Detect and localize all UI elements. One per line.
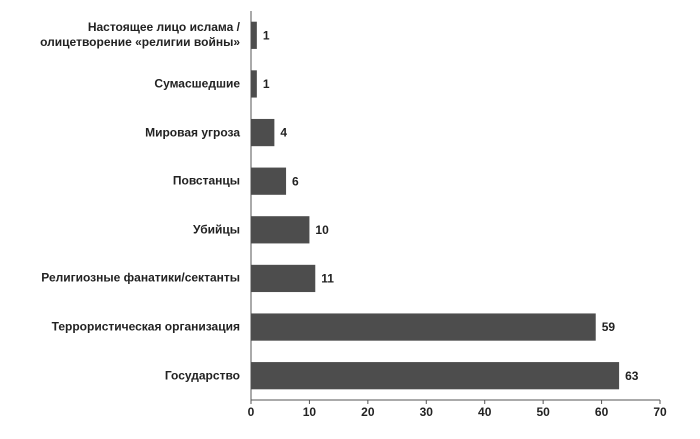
bar [251,264,316,293]
x-tick-label: 20 [361,405,375,419]
x-tick-label: 10 [303,405,317,419]
value-label: 59 [602,320,616,334]
value-label: 10 [315,223,329,237]
value-label: 1 [263,77,270,91]
bar [251,313,596,341]
y-tick-label: Повстанцы [172,173,240,188]
value-label: 4 [280,126,287,140]
bar [251,21,257,49]
x-tick-label: 40 [478,405,492,419]
y-tick-label: Мировая угроза [145,125,240,140]
value-label: 6 [292,174,299,188]
y-tick-label: Сумасшедшие [154,76,240,91]
y-tick-label: Террористическая организация [51,319,240,334]
bar [251,216,310,244]
bar [251,362,620,390]
y-tick-label: Государство [164,368,240,383]
bar [251,118,275,147]
value-label: 1 [263,28,270,42]
y-tick-label: Настоящее лицо ислама / олицетворение «р… [40,20,240,50]
x-tick-label: 60 [595,405,609,419]
value-label: 11 [321,272,334,286]
value-label: 63 [625,369,639,383]
x-tick-label: 0 [248,405,255,419]
y-tick-label: Убийцы [193,222,240,237]
y-tick-label: Религиозные фанатики/сектанты [41,270,240,285]
bar [251,70,257,98]
x-tick-label: 70 [653,405,667,419]
x-tick-label: 30 [420,405,434,419]
x-tick-label: 50 [536,405,550,419]
bar [251,167,287,195]
